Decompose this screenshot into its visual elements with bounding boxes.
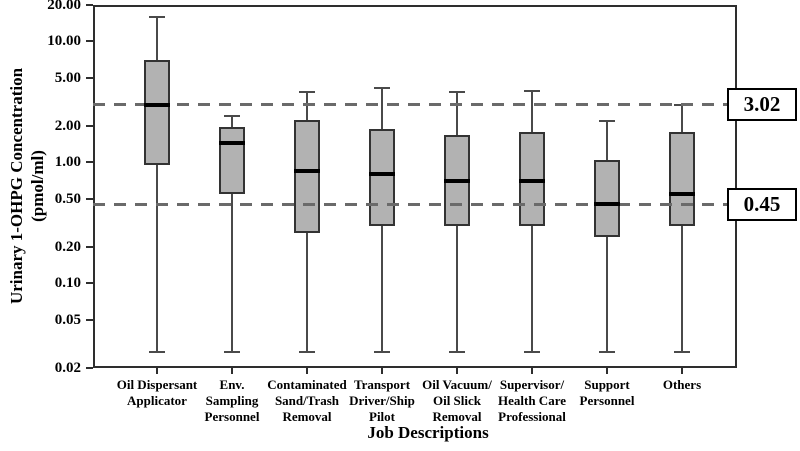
box-whisker-cap-bottom — [374, 351, 390, 354]
category-label-line: Removal — [282, 409, 332, 424]
category-label-line: Others — [662, 377, 702, 392]
x-tick-mark — [681, 368, 683, 374]
y-tick-mark — [86, 367, 93, 369]
y-tick-label: 0.05 — [54, 311, 81, 328]
x-tick-mark — [531, 368, 533, 374]
x-tick-mark — [381, 368, 383, 374]
box-iqr — [669, 131, 695, 226]
y-tick-label: 5.00 — [54, 69, 81, 86]
y-tick-mark — [86, 318, 93, 321]
reference-line — [93, 202, 727, 206]
category-label-line: Professional — [498, 409, 566, 424]
category-label: Others — [630, 377, 734, 393]
x-tick-mark — [306, 368, 308, 374]
box-whisker-cap-top — [299, 91, 315, 94]
box-whisker-cap-bottom — [224, 351, 240, 354]
category-label: Oil Vacuum/Oil Slick Removal — [405, 377, 509, 425]
box-whisker-cap-top — [449, 91, 465, 94]
box-whisker-cap-top — [149, 15, 165, 18]
box-whisker-stem — [681, 104, 683, 353]
box-median — [594, 202, 620, 207]
y-tick-label: 0.02 — [54, 360, 81, 376]
y-tick-label: 0.50 — [54, 190, 81, 207]
category-label-line: Personnel — [579, 393, 635, 408]
y-tick-mark — [86, 197, 93, 200]
category-label-line: Sand/Trash — [274, 393, 340, 408]
box-iqr — [219, 127, 245, 194]
box-whisker-cap-top — [524, 89, 540, 92]
x-tick-mark — [456, 368, 458, 374]
box-iqr — [369, 128, 395, 226]
y-tick-label: 1.00 — [54, 154, 81, 171]
box-whisker-cap-bottom — [299, 351, 315, 354]
category-label: Support Personnel — [555, 377, 659, 409]
y-tick-label: 10.00 — [47, 33, 81, 50]
category-label: Env. Sampling Personnel — [180, 377, 284, 425]
y-tick-mark — [86, 161, 93, 164]
category-label: Contaminated Sand/Trash Removal — [255, 377, 359, 425]
box-median — [144, 102, 170, 107]
box-median — [669, 191, 695, 196]
category-label-line: Applicator — [127, 393, 187, 408]
x-axis-title: Job Descriptions — [367, 423, 489, 442]
y-axis-title-line2: (pmol/ml) — [28, 150, 47, 222]
box-iqr — [144, 60, 170, 166]
box-median — [519, 179, 545, 184]
category-label-line: Removal — [432, 409, 482, 424]
reference-line — [93, 102, 727, 106]
box-whisker-cap-bottom — [149, 351, 165, 354]
box-iqr — [594, 159, 620, 238]
box-whisker-cap-bottom — [599, 351, 615, 354]
box-whisker-cap-top — [224, 115, 240, 118]
category-label-line: Oil Vacuum/ — [422, 377, 492, 392]
x-tick-mark — [156, 368, 158, 374]
category-label-line: Contaminated — [267, 377, 347, 392]
category-label-line: Env. — [219, 377, 245, 392]
reference-value-badge: 0.45 — [727, 187, 797, 221]
box-whisker-cap-top — [599, 120, 615, 122]
box-iqr — [519, 131, 545, 226]
y-tick-mark — [86, 246, 93, 248]
y-tick-mark — [86, 4, 93, 6]
reference-value-badge: 3.02 — [727, 87, 797, 121]
box-median — [369, 172, 395, 177]
category-label-line: Oil Slick — [432, 393, 482, 408]
box-iqr — [294, 119, 320, 234]
y-tick-label: 2.00 — [54, 118, 81, 134]
y-axis-title-line1: Urinary 1-OHPG Concentration — [7, 67, 26, 305]
y-tick-label: 20.00 — [47, 0, 81, 13]
box-whisker-cap-bottom — [674, 351, 690, 354]
box-median — [444, 179, 470, 184]
category-label: Transport Driver/Ship Pilot — [330, 377, 434, 425]
category-label-line: Personnel — [204, 409, 260, 424]
box-whisker-stem — [156, 16, 158, 353]
category-label: Supervisor/Health Care Professional — [480, 377, 584, 425]
category-label-line: Support — [584, 377, 630, 392]
y-tick-label: 0.20 — [54, 239, 81, 255]
category-label-line: Driver/Ship — [349, 393, 415, 408]
category-label-line: Pilot — [369, 409, 395, 424]
y-tick-label: 0.10 — [54, 275, 81, 292]
box-whisker-cap-top — [374, 87, 390, 90]
y-axis-title: Urinary 1-OHPG Concentration (pmol/ml) — [6, 68, 48, 304]
y-tick-mark — [86, 282, 93, 285]
category-label-line: Transport — [353, 377, 411, 392]
y-tick-mark — [86, 125, 93, 127]
category-label-line: Supervisor/ — [499, 377, 565, 392]
x-tick-mark — [231, 368, 233, 374]
x-tick-mark — [606, 368, 608, 374]
box-whisker-cap-bottom — [449, 351, 465, 354]
y-tick-mark — [86, 76, 93, 79]
box-median — [219, 140, 245, 145]
y-tick-mark — [86, 40, 93, 43]
category-label-line: Sampling — [205, 393, 259, 408]
box-whisker-stem — [231, 116, 233, 353]
category-label-line: Health Care — [498, 393, 566, 408]
plot-frame — [93, 5, 737, 368]
category-label-line: Oil Dispersant — [116, 377, 198, 392]
box-whisker-cap-bottom — [524, 351, 540, 354]
category-label: Oil Dispersant Applicator — [105, 377, 209, 409]
box-median — [294, 169, 320, 173]
